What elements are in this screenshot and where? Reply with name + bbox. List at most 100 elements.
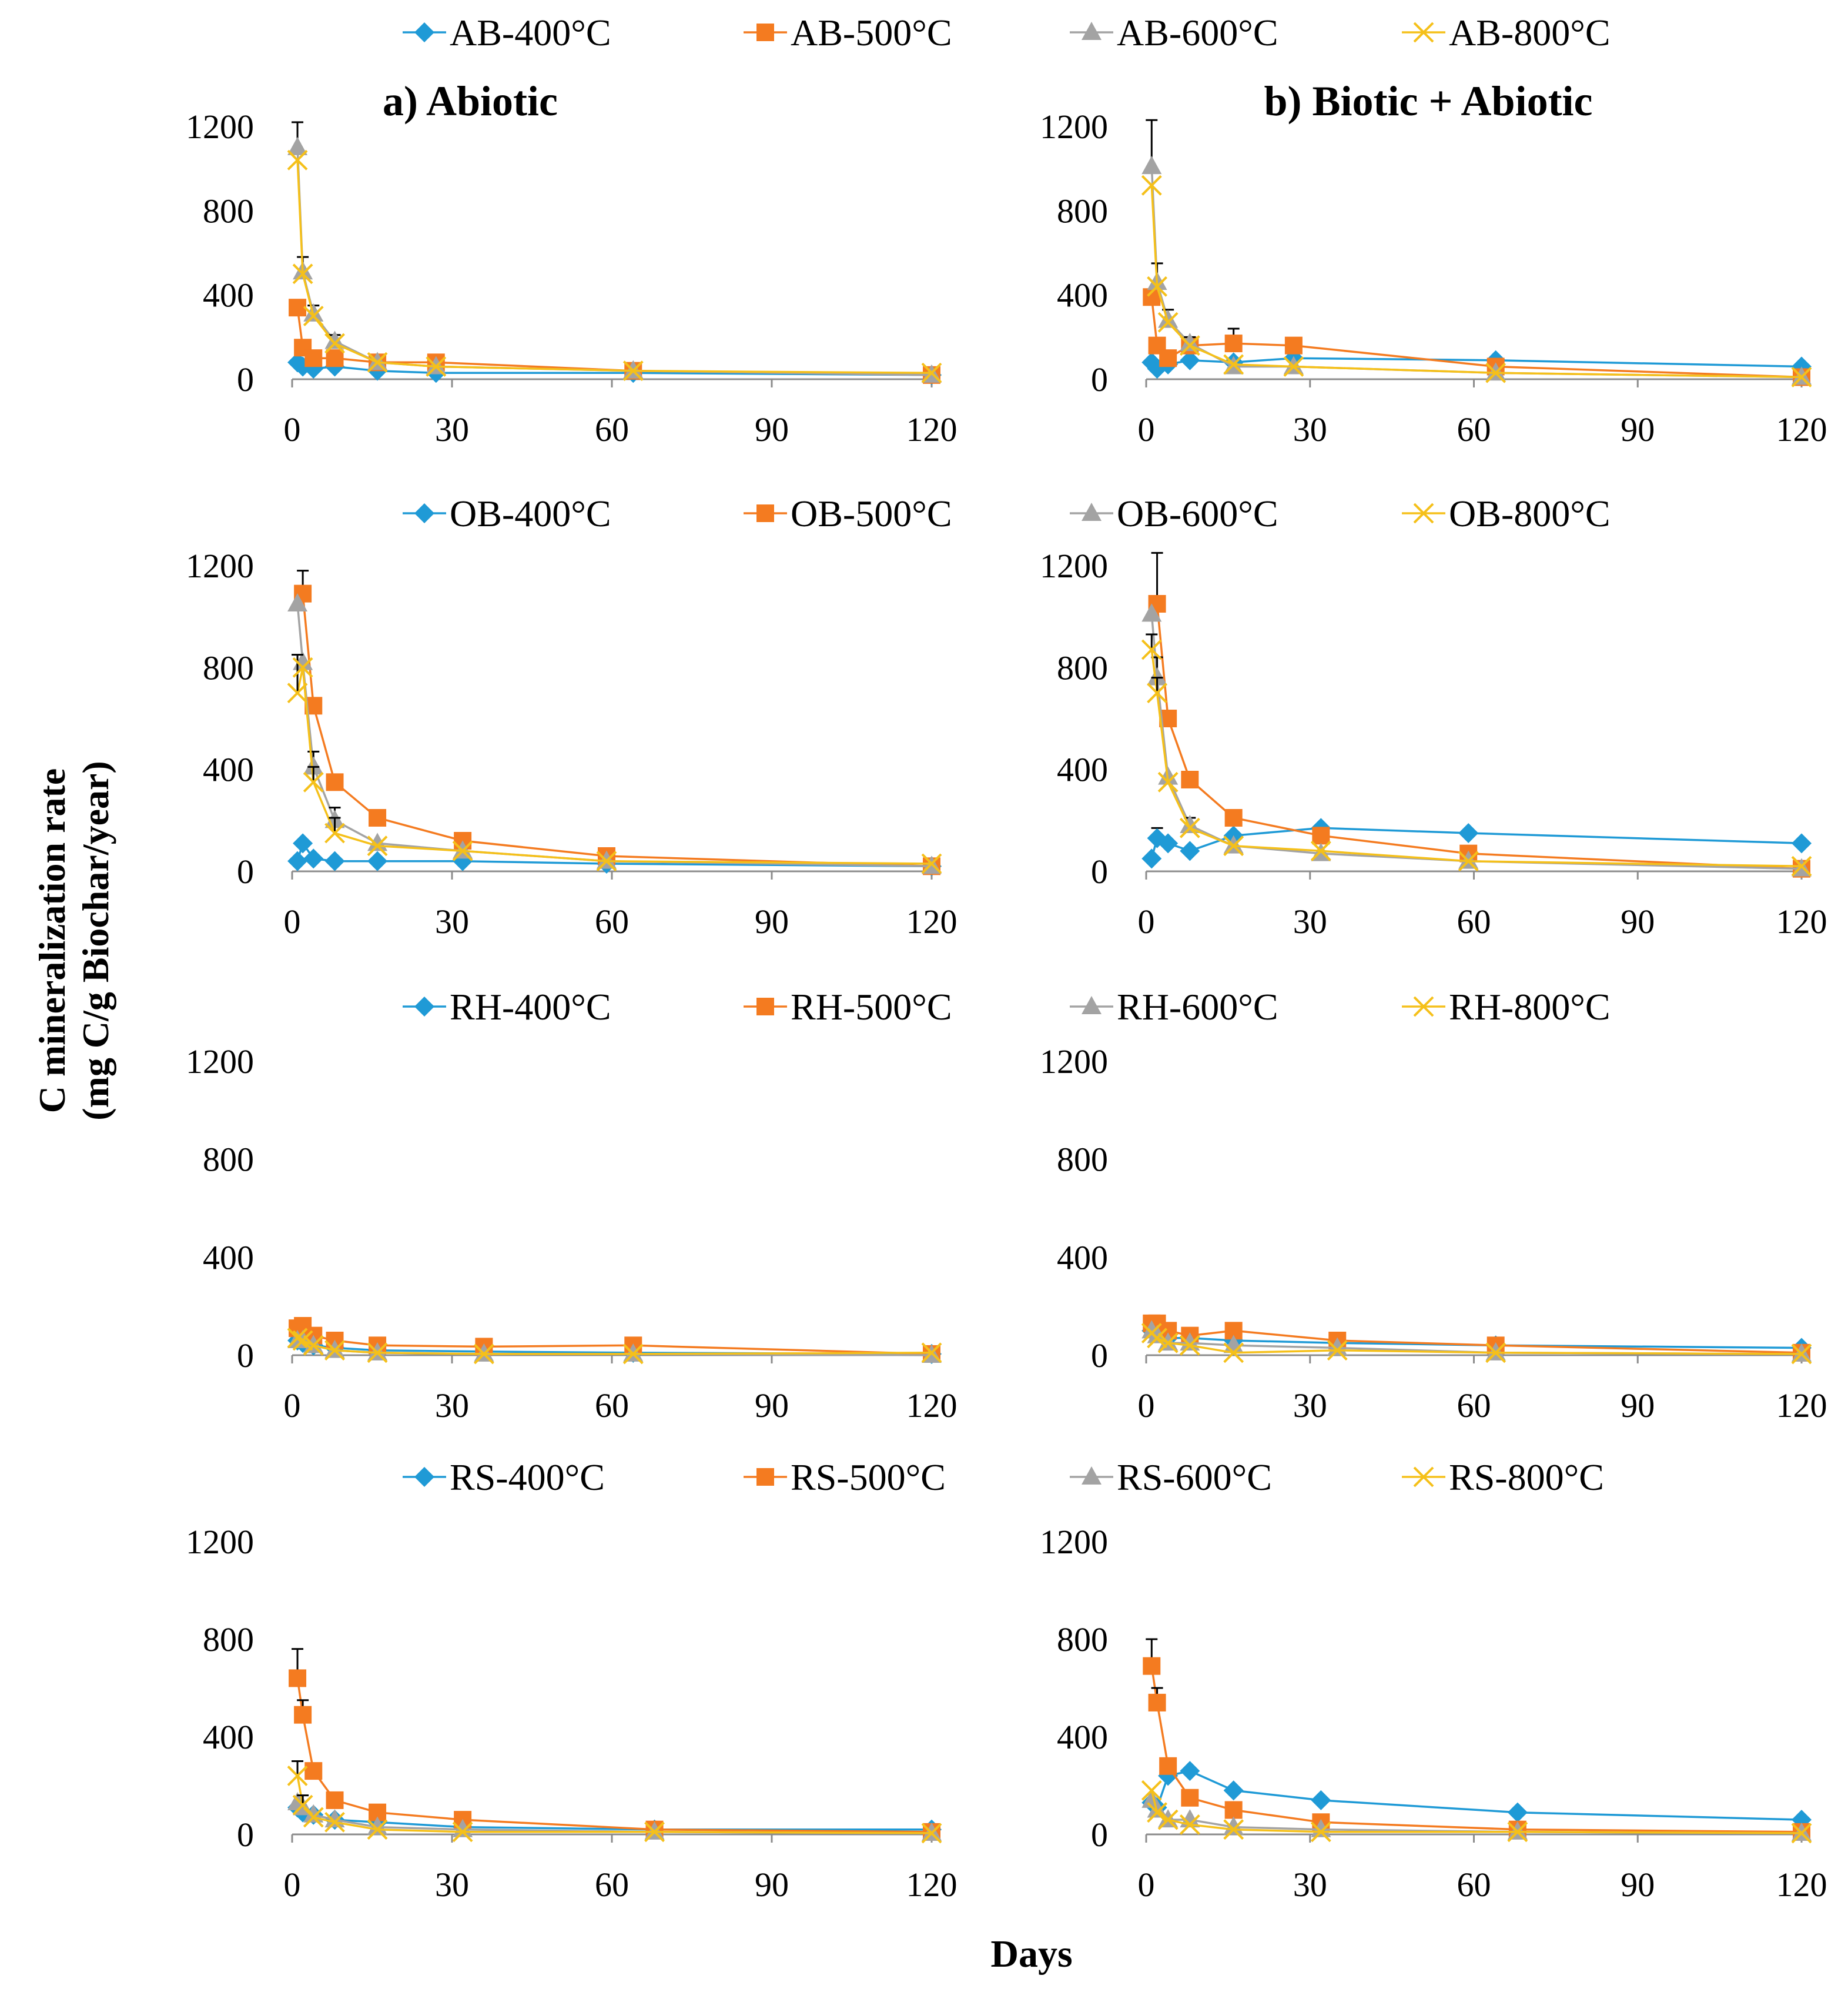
data-point [1283, 356, 1304, 377]
error-bar [1151, 677, 1163, 693]
data-point [1147, 1802, 1167, 1823]
data-point [1141, 1780, 1162, 1801]
legend-label: AB-800°C [1449, 12, 1611, 54]
legend-marker [756, 1468, 774, 1486]
data-point [324, 851, 345, 871]
data-point [1157, 1332, 1179, 1353]
y-tick-label: 400 [203, 1238, 254, 1276]
series-line-rs-400c [296, 1807, 932, 1831]
data-point [1791, 367, 1812, 387]
legend-marker [1082, 503, 1102, 521]
legend-marker [414, 503, 434, 523]
data-point [1224, 809, 1243, 827]
data-point [1485, 362, 1506, 383]
data-point [1181, 771, 1199, 788]
data-point [1223, 354, 1244, 375]
data-point [367, 833, 388, 851]
data-point [289, 1669, 307, 1687]
legend-label: RS-800°C [1449, 1456, 1604, 1498]
legend-label: RH-800°C [1449, 986, 1611, 1028]
y-tick-label: 1200 [1040, 547, 1108, 585]
y-tick-label: 0 [1091, 1816, 1108, 1854]
x-tick-label: 120 [1776, 410, 1827, 449]
data-point [921, 853, 942, 874]
series-ob-500c [294, 570, 940, 875]
legend-marker [1413, 996, 1434, 1017]
data-point [1147, 683, 1167, 704]
chart-ab-biotic-abiotic: 0 400 800 1200 0 30 60 90 120 [1040, 108, 1827, 449]
series-rs-800c [287, 1760, 942, 1844]
series-rs-500c [289, 1648, 940, 1841]
series-line-rs-800c [296, 1776, 932, 1834]
y-tick-label: 800 [203, 1141, 254, 1179]
data-point [303, 848, 324, 869]
y-tick-label: 800 [1057, 192, 1108, 230]
data-point [293, 833, 313, 854]
x-tick-label: 30 [435, 410, 469, 449]
data-point [367, 352, 388, 373]
x-tick-label: 30 [1293, 1866, 1327, 1904]
x-tick-label: 90 [755, 1386, 789, 1425]
x-tick-label: 0 [1138, 1386, 1155, 1425]
data-point [1458, 823, 1479, 843]
legend-marker [1413, 503, 1434, 524]
y-tick-label: 800 [1057, 648, 1108, 687]
data-point [1179, 335, 1200, 356]
legend-label: OB-600°C [1117, 493, 1278, 534]
series-line-rs-500c [1150, 1666, 1802, 1833]
data-point [304, 1762, 323, 1780]
data-point [1179, 1335, 1200, 1356]
x-tick-label: 120 [906, 1866, 958, 1904]
x-tick-label: 30 [435, 1386, 469, 1425]
data-point [1791, 1823, 1812, 1844]
chart-ob-abiotic: 0 400 800 1200 0 30 60 90 120 [186, 547, 958, 941]
x-tick-label: 90 [755, 410, 789, 449]
series-ab-800c [1141, 175, 1812, 387]
series-line-rs-500c [296, 1678, 932, 1833]
legend-item-ob-600c: OB-600°C [1070, 493, 1278, 534]
chart-rh-biotic-abiotic: 0 400 800 1200 0 30 60 90 120 [1040, 1042, 1827, 1425]
series-rh-800c [287, 1328, 942, 1365]
data-point [1223, 1342, 1244, 1363]
data-point [1157, 771, 1179, 793]
legend-item-ob-400c: OB-400°C [403, 493, 611, 534]
x-tick-label: 90 [755, 1866, 789, 1904]
legend-label: RS-500°C [791, 1456, 946, 1498]
data-point [1310, 1821, 1331, 1843]
data-point [1141, 848, 1162, 869]
chart-rs-abiotic: 0 400 800 1200 0 30 60 90 120 [186, 1523, 958, 1904]
y-tick-label: 400 [1057, 1718, 1108, 1756]
series-ob-800c [287, 654, 942, 874]
data-point [1284, 336, 1303, 355]
series-line-ob-500c [1156, 603, 1802, 870]
data-point [473, 1343, 494, 1365]
data-point [1147, 276, 1167, 297]
data-point [287, 1328, 308, 1349]
legend-item-ob-800c: OB-800°C [1402, 493, 1611, 534]
y-tick-label: 0 [237, 853, 254, 891]
legend-label: RS-400°C [450, 1456, 605, 1498]
series-line-ab-500c [296, 307, 932, 376]
legend-marker [1413, 1466, 1434, 1487]
data-point [1158, 833, 1179, 854]
series-line-ob-800c [296, 667, 932, 865]
y-tick-label: 800 [203, 648, 254, 687]
data-point [292, 1330, 313, 1351]
y-tick-label: 1200 [1040, 108, 1108, 146]
data-point [1311, 1790, 1331, 1810]
chart-ob-biotic-abiotic: 0 400 800 1200 0 30 60 90 120 [1040, 547, 1827, 941]
x-tick-label: 0 [284, 902, 301, 941]
data-point [304, 349, 323, 367]
x-tick-label: 90 [1621, 410, 1655, 449]
data-point [324, 823, 345, 844]
legend-rh: RH-400°C RH-500°C RH-600°C RH-800°C [403, 986, 1611, 1028]
data-point [1223, 835, 1244, 857]
data-point [1141, 603, 1162, 622]
legend-marker [1082, 996, 1102, 1014]
series-line-rh-500c [1151, 1322, 1802, 1354]
legend-item-ab-400c: AB-400°C [403, 12, 611, 54]
data-point [1180, 841, 1200, 861]
y-axis-label-line1: C mineralization rate [31, 768, 73, 1114]
legend-marker [756, 24, 774, 41]
x-tick-label: 60 [595, 1866, 629, 1904]
